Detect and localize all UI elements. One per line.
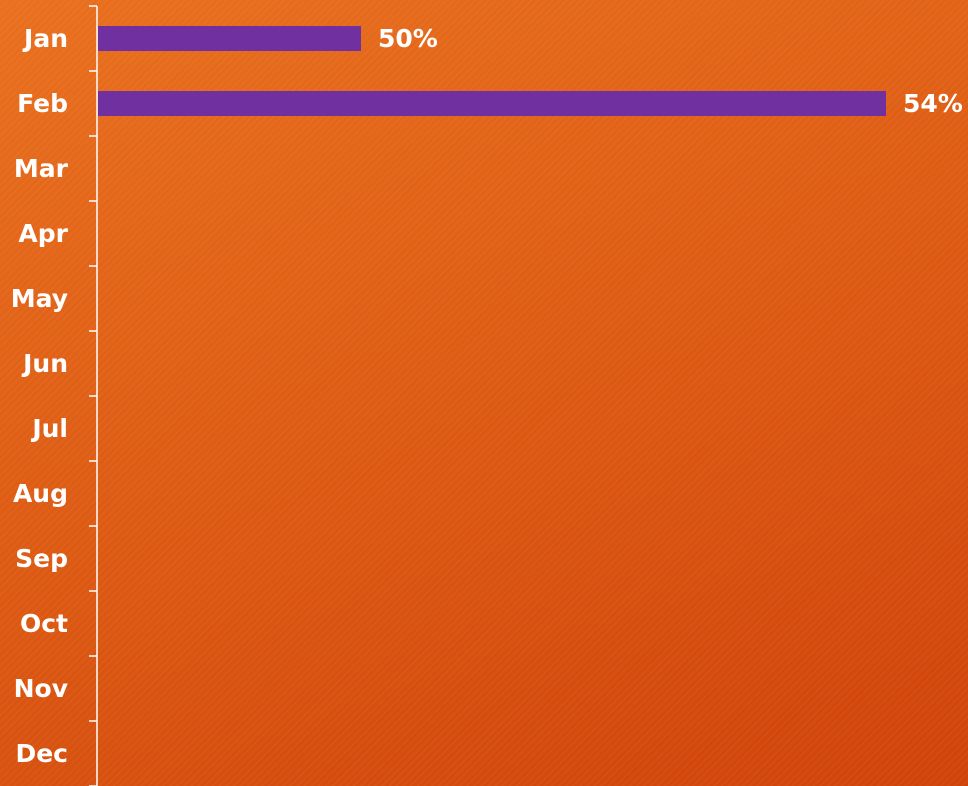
category-label-nov: Nov	[14, 674, 68, 703]
category-label-apr: Apr	[18, 219, 68, 248]
bar-feb	[98, 91, 886, 116]
category-label-feb: Feb	[17, 89, 68, 118]
bar-jan	[98, 26, 361, 51]
category-label-jun: Jun	[21, 349, 68, 378]
category-label-aug: Aug	[13, 479, 68, 508]
category-label-may: May	[11, 284, 68, 313]
category-label-dec: Dec	[15, 739, 68, 768]
category-label-jan: Jan	[22, 24, 68, 53]
category-label-oct: Oct	[20, 609, 68, 638]
data-label-jan: 50%	[378, 24, 438, 53]
data-label-feb: 54%	[903, 89, 963, 118]
category-label-jul: Jul	[30, 414, 68, 443]
category-label-sep: Sep	[15, 544, 68, 573]
category-label-mar: Mar	[14, 154, 69, 183]
